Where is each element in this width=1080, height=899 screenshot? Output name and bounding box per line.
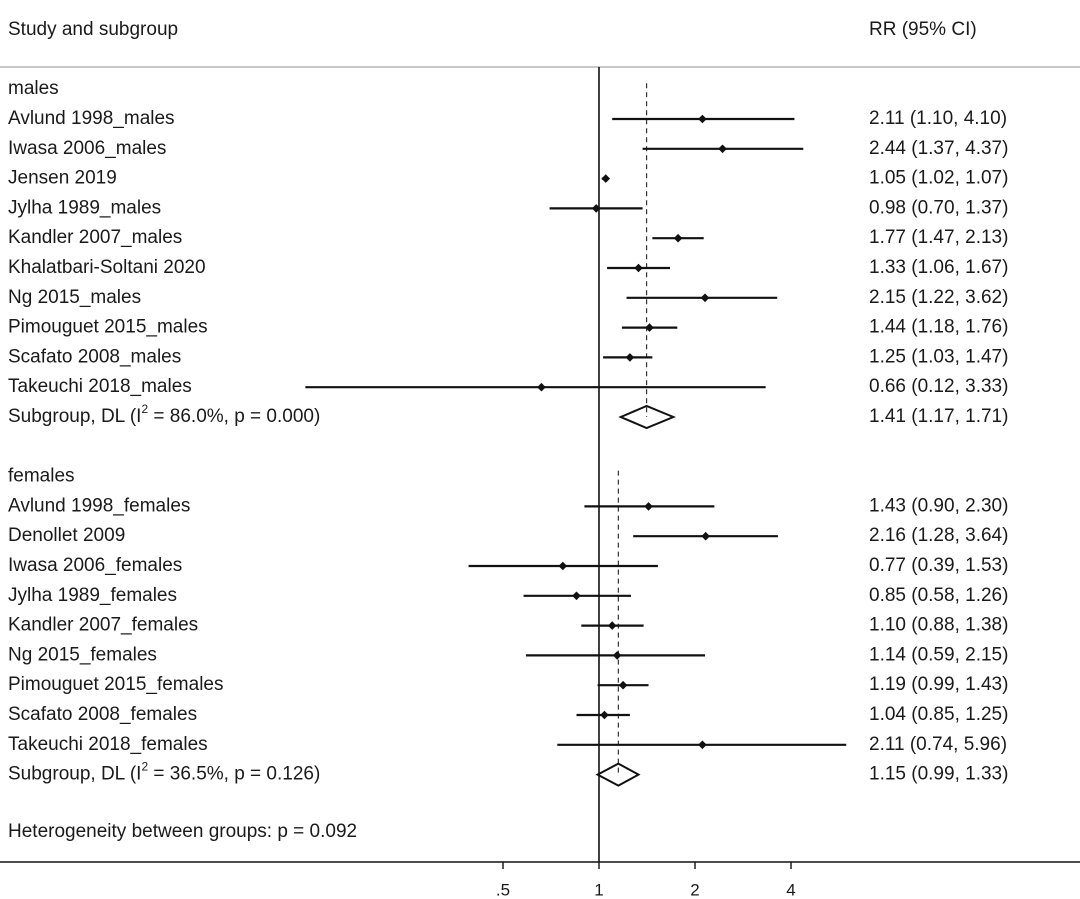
study-rr-text: 1.10 (0.88, 1.38) [869, 615, 1008, 636]
subgroup-label: Subgroup, DL (I2 = 86.0%, p = 0.000) [8, 402, 320, 427]
subgroup-label: Subgroup, DL (I2 = 36.5%, p = 0.126) [8, 760, 320, 785]
study-marks [305, 114, 847, 787]
study-rr-text: 0.98 (0.70, 1.37) [869, 197, 1008, 218]
point-estimate [612, 651, 622, 660]
point-estimate [572, 591, 581, 601]
point-estimate [537, 382, 546, 392]
study-label: Khalatbari-Soltani 2020 [8, 257, 206, 278]
study-label: Iwasa 2006_males [8, 138, 166, 159]
study-rr-text: 0.85 (0.58, 1.26) [869, 585, 1008, 606]
point-estimate [591, 204, 601, 213]
study-rr-text: 0.66 (0.12, 3.33) [869, 376, 1008, 397]
point-estimate [700, 293, 710, 303]
study-label: Scafato 2008_females [8, 704, 197, 725]
frame-lines [0, 66, 1080, 869]
study-label: Ng 2015_males [8, 287, 141, 308]
point-estimate [698, 740, 707, 750]
study-label: Jylha 1989_females [8, 585, 177, 606]
group-header-males: males [8, 78, 59, 99]
study-label: Kandler 2007_females [8, 615, 198, 636]
point-estimate [625, 353, 635, 362]
point-estimate [701, 531, 710, 541]
study-label: Denollet 2009 [8, 525, 125, 546]
study-rr-text: 2.15 (1.22, 3.62) [869, 287, 1008, 308]
point-estimate [618, 680, 628, 690]
header-rr-label: RR (95% CI) [869, 19, 977, 40]
point-estimate [698, 114, 707, 124]
x-tick-label: 4 [786, 880, 795, 899]
study-label: Takeuchi 2018_males [8, 376, 192, 397]
study-rr-text: 1.04 (0.85, 1.25) [869, 704, 1008, 725]
study-rr-text: 2.11 (1.10, 4.10) [869, 108, 1007, 129]
study-rr-text: 0.77 (0.39, 1.53) [869, 555, 1008, 576]
point-estimate [600, 710, 609, 720]
study-label: Avlund 1998_males [8, 108, 175, 129]
study-label: Scafato 2008_males [8, 346, 181, 367]
x-tick-label: 1 [594, 880, 603, 899]
study-label: Pimouguet 2015_males [8, 317, 208, 338]
study-rr-text: 1.44 (1.18, 1.76) [869, 317, 1008, 338]
point-estimate [645, 323, 654, 332]
study-label: Avlund 1998_females [8, 495, 190, 516]
study-rr-text: 1.43 (0.90, 2.30) [869, 495, 1008, 516]
study-rr-text: 1.77 (1.47, 2.13) [869, 227, 1008, 248]
study-label: Takeuchi 2018_females [8, 734, 208, 755]
study-label: Iwasa 2006_females [8, 555, 182, 576]
study-rr-text: 1.33 (1.06, 1.67) [869, 257, 1008, 278]
point-estimate [673, 233, 683, 243]
subgroup-rr-text: 1.15 (0.99, 1.33) [869, 764, 1008, 785]
study-label: Ng 2015_females [8, 644, 157, 665]
study-rr-text: 2.44 (1.37, 4.37) [869, 138, 1008, 159]
pooled-diamond [618, 404, 676, 430]
study-label: Kandler 2007_males [8, 227, 182, 248]
point-estimate [558, 561, 568, 571]
header-study-label: Study and subgroup [8, 19, 178, 40]
study-label: Jylha 1989_males [8, 197, 161, 218]
x-tick-label: 2 [690, 880, 699, 899]
study-label: Pimouguet 2015_females [8, 674, 223, 695]
study-rr-text: 2.16 (1.28, 3.64) [869, 525, 1008, 546]
study-rr-text: 1.19 (0.99, 1.43) [869, 674, 1008, 695]
pooled-diamond [595, 762, 641, 787]
study-rr-text: 2.11 (0.74, 5.96) [869, 734, 1007, 755]
point-estimate [644, 502, 653, 511]
study-label: Jensen 2019 [8, 168, 117, 189]
plot-text: Study and subgroup RR (95% CI) males Avlund… [8, 19, 1008, 899]
point-estimate [601, 174, 611, 183]
heterogeneity-text: Heterogeneity between groups: p = 0.092 [8, 821, 357, 842]
study-rr-text: 1.25 (1.03, 1.47) [869, 346, 1008, 367]
point-estimate [634, 263, 643, 273]
study-rr-text: 1.14 (0.59, 2.15) [869, 644, 1008, 665]
study-rr-text: 1.05 (1.02, 1.07) [869, 168, 1008, 189]
subgroup-rr-text: 1.41 (1.17, 1.71) [869, 406, 1008, 427]
group-header-females: females [8, 466, 75, 487]
point-estimate [718, 144, 727, 154]
point-estimate [607, 621, 617, 630]
x-tick-label: .5 [496, 880, 510, 899]
